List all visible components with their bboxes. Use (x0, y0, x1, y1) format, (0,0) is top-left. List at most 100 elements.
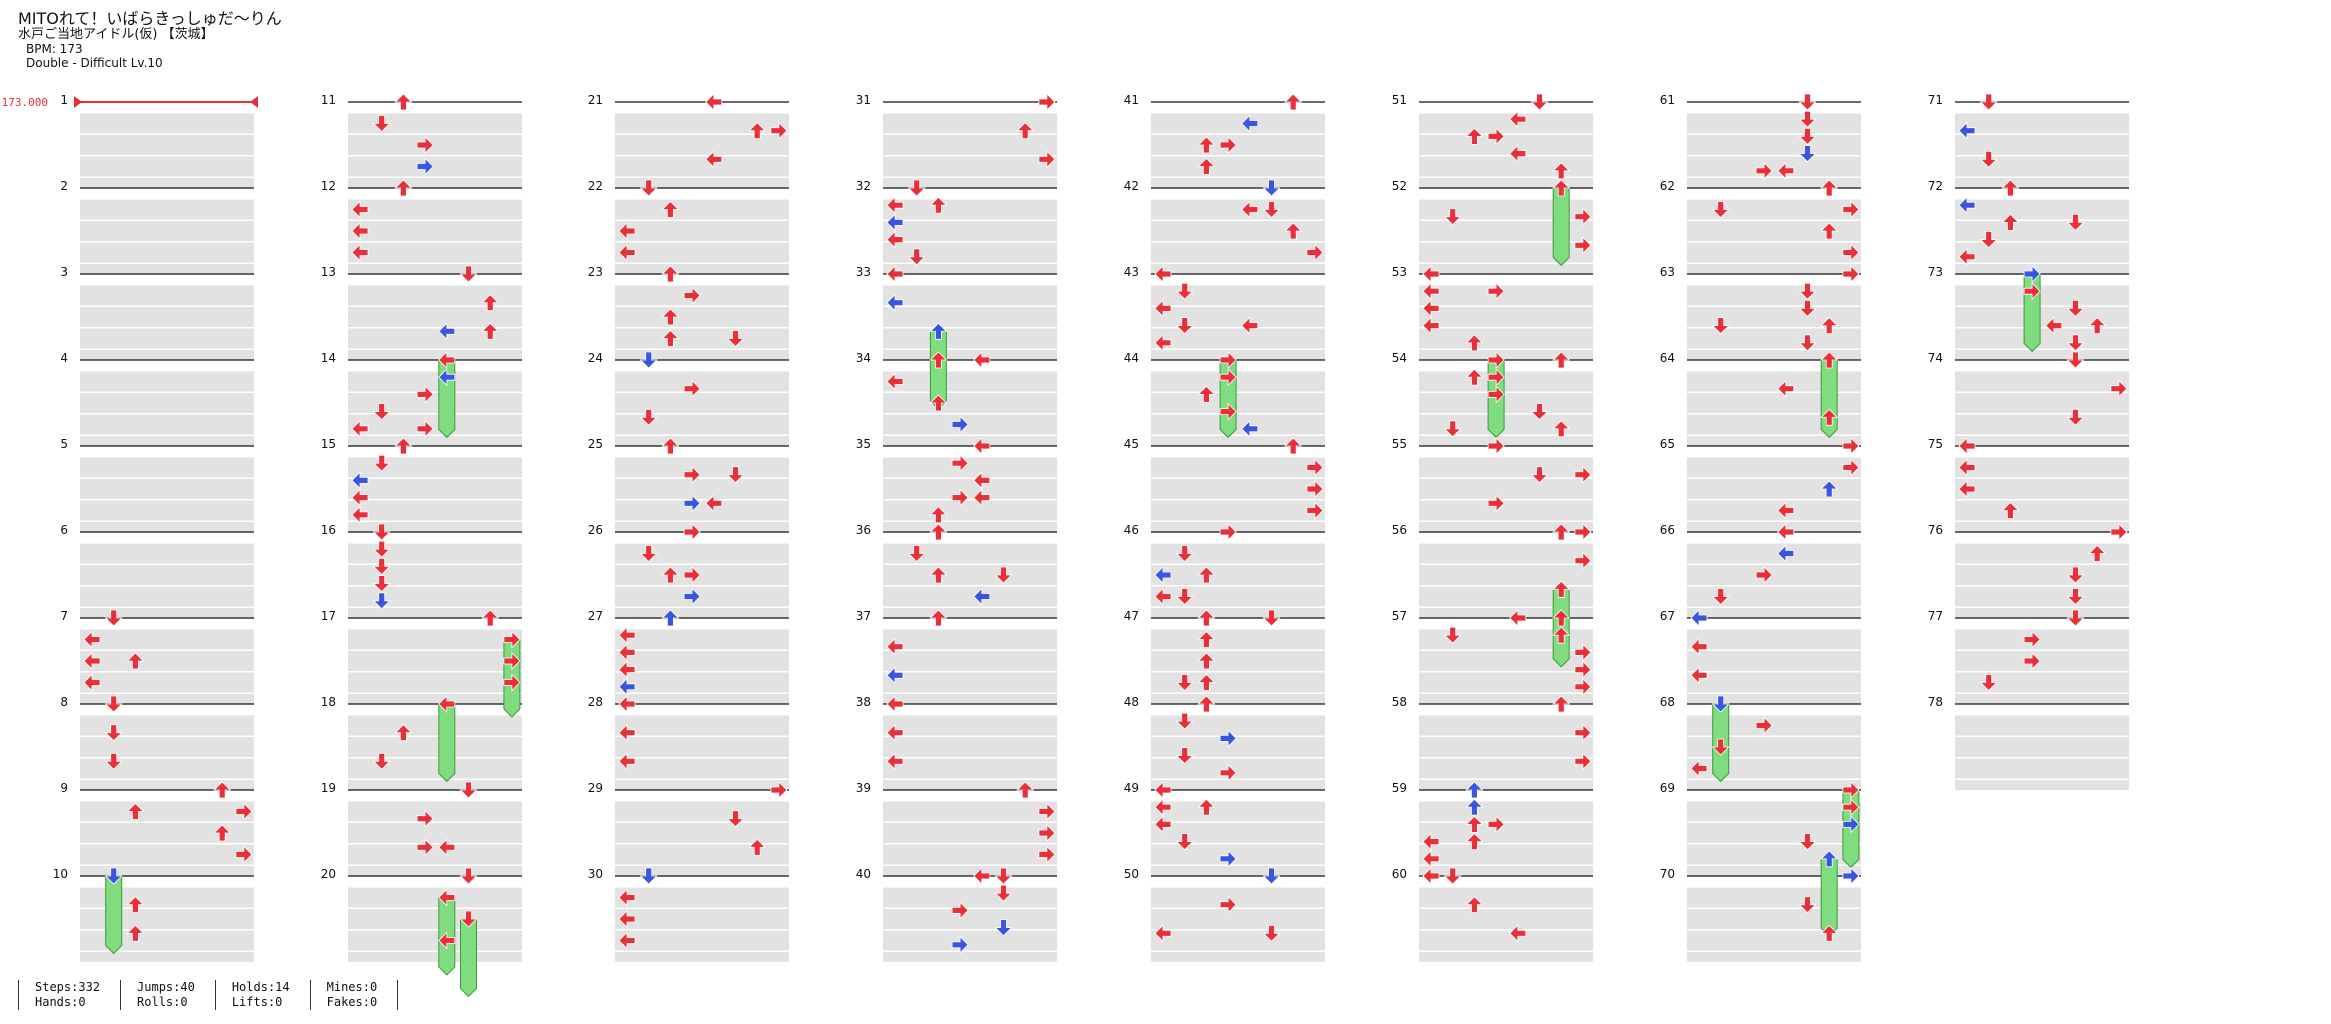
beat-band (348, 522, 522, 532)
beat-band (1419, 500, 1593, 521)
right-arrow-note (1574, 207, 1592, 226)
measure-block: 63 (1660, 265, 1861, 360)
measure-block: 45 (1124, 437, 1325, 532)
beat-band (1419, 522, 1593, 532)
beat-band (80, 608, 254, 618)
up-arrow-note (1552, 420, 1571, 438)
beat-band (1687, 866, 1861, 876)
left-arrow-note (618, 222, 636, 240)
beat-band (80, 909, 254, 929)
beat-band (80, 156, 254, 177)
left-arrow-note (438, 888, 456, 907)
measure-block: 25 (588, 437, 789, 532)
difficulty-label: Double - Difficult Lv.10 (26, 56, 163, 71)
beat-band (80, 780, 254, 790)
right-arrow-note (683, 494, 701, 513)
beat-band (1151, 586, 1325, 607)
up-arrow-note (661, 265, 680, 283)
down-arrow-note (994, 919, 1013, 937)
right-arrow-note (2023, 265, 2041, 283)
up-arrow-note (1465, 833, 1484, 850)
right-arrow-note (1219, 351, 1237, 369)
down-arrow-note (1175, 545, 1194, 563)
measure-block: 67 (1660, 609, 1861, 704)
measure-number: 20 (321, 867, 336, 881)
beat-band (348, 328, 522, 349)
left-arrow-note (438, 838, 456, 857)
right-arrow-note (416, 136, 434, 154)
left-arrow-note (618, 931, 636, 950)
beat-band (1687, 586, 1861, 607)
right-arrow-note (770, 781, 788, 799)
measure-number: 21 (588, 93, 603, 107)
up-arrow-note (1197, 566, 1216, 584)
right-arrow-note (1574, 723, 1592, 742)
measure-block: 44 (1124, 351, 1325, 446)
up-arrow-note (1197, 673, 1216, 691)
beat-band (80, 242, 254, 263)
beat-band (1687, 887, 1861, 908)
beat-band (1151, 694, 1325, 704)
measure-number: 30 (588, 867, 603, 881)
beat-band (1151, 156, 1325, 177)
beat-band (348, 952, 522, 962)
down-arrow-note (639, 545, 658, 563)
down-arrow-note (1175, 747, 1194, 765)
up-arrow-note (1197, 630, 1216, 648)
up-arrow-note (394, 179, 413, 197)
measure-number: 74 (1928, 351, 1943, 365)
up-arrow-note (1552, 609, 1571, 627)
up-arrow-note (2001, 179, 2020, 197)
beat-band (883, 672, 1057, 693)
beat-band (1955, 586, 2129, 607)
down-arrow-note (372, 575, 391, 593)
up-arrow-note (1016, 781, 1035, 799)
up-arrow-note (213, 781, 232, 799)
measure-number: 19 (321, 781, 336, 795)
beat-band (615, 393, 789, 413)
stat-hands: Hands:0 (35, 995, 86, 1009)
beat-band (883, 543, 1057, 564)
left-arrow-note (705, 494, 723, 513)
up-arrow-note (1552, 351, 1571, 369)
left-arrow-note (1958, 480, 1976, 498)
up-arrow-note (1552, 695, 1571, 713)
beat-band (348, 500, 522, 521)
measure-block: 77 (1928, 609, 2129, 704)
beat-band (348, 930, 522, 951)
measure-block: 58 (1392, 695, 1593, 790)
beat-band (1955, 457, 2129, 478)
left-arrow-note (705, 150, 723, 169)
beat-band (348, 565, 522, 585)
measure-block: 50 (1124, 867, 1325, 962)
beat-band (1419, 371, 1593, 392)
measure-number: 38 (856, 695, 871, 709)
beat-band (615, 909, 789, 929)
beat-band (1151, 393, 1325, 413)
beat-band (348, 608, 522, 618)
down-arrow-note (459, 781, 478, 799)
beat-band (883, 909, 1057, 929)
beat-band (1151, 307, 1325, 327)
left-arrow-note (886, 637, 904, 656)
beat-band (1687, 328, 1861, 349)
measure-number: 3 (60, 265, 68, 279)
bpm-marker-start (74, 96, 82, 108)
up-arrow-note (126, 802, 145, 820)
measure-number: 29 (588, 781, 603, 795)
measure-block: 20 (321, 867, 522, 962)
beat-band (883, 414, 1057, 435)
measure-number: 56 (1392, 523, 1407, 537)
right-arrow-note (1487, 437, 1505, 455)
beat-band (1151, 672, 1325, 693)
beat-band (80, 135, 254, 155)
right-arrow-note (1219, 402, 1237, 421)
measure-block: 38 (856, 695, 1057, 790)
measure-number: 61 (1660, 93, 1675, 107)
beat-band (80, 393, 254, 413)
beat-band (615, 436, 789, 446)
beat-band (1955, 199, 2129, 220)
up-arrow-note (929, 322, 948, 340)
down-arrow-note (2066, 609, 2085, 627)
measure-number: 47 (1124, 609, 1139, 623)
